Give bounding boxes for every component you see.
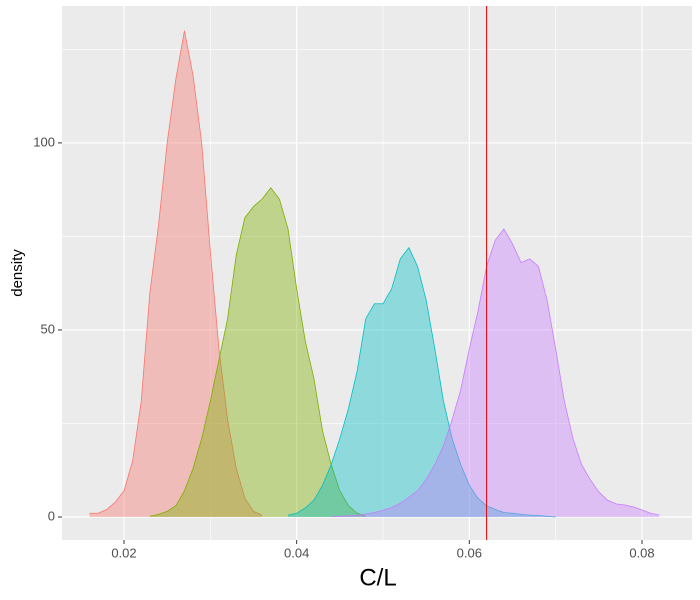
density-area [331,228,660,517]
y-axis-label: density [9,249,26,297]
density-outline [149,187,366,517]
density-area [89,30,263,517]
x-tick-label: 0.02 [111,545,136,560]
x-axis-label: C/L [359,564,396,591]
x-tick-label: 0.06 [457,545,482,560]
y-tick-label: 0 [48,508,55,523]
density-outline [331,228,660,518]
density-outline [89,30,263,516]
density-area [288,247,556,517]
x-tick-label: 0.08 [629,545,654,560]
plot-panel [62,6,692,540]
x-tick-label: 0.04 [284,545,309,560]
y-tick-label: 50 [41,321,55,336]
y-tick-label: 100 [33,134,55,149]
density-outline [287,246,556,518]
density-area [149,187,366,517]
